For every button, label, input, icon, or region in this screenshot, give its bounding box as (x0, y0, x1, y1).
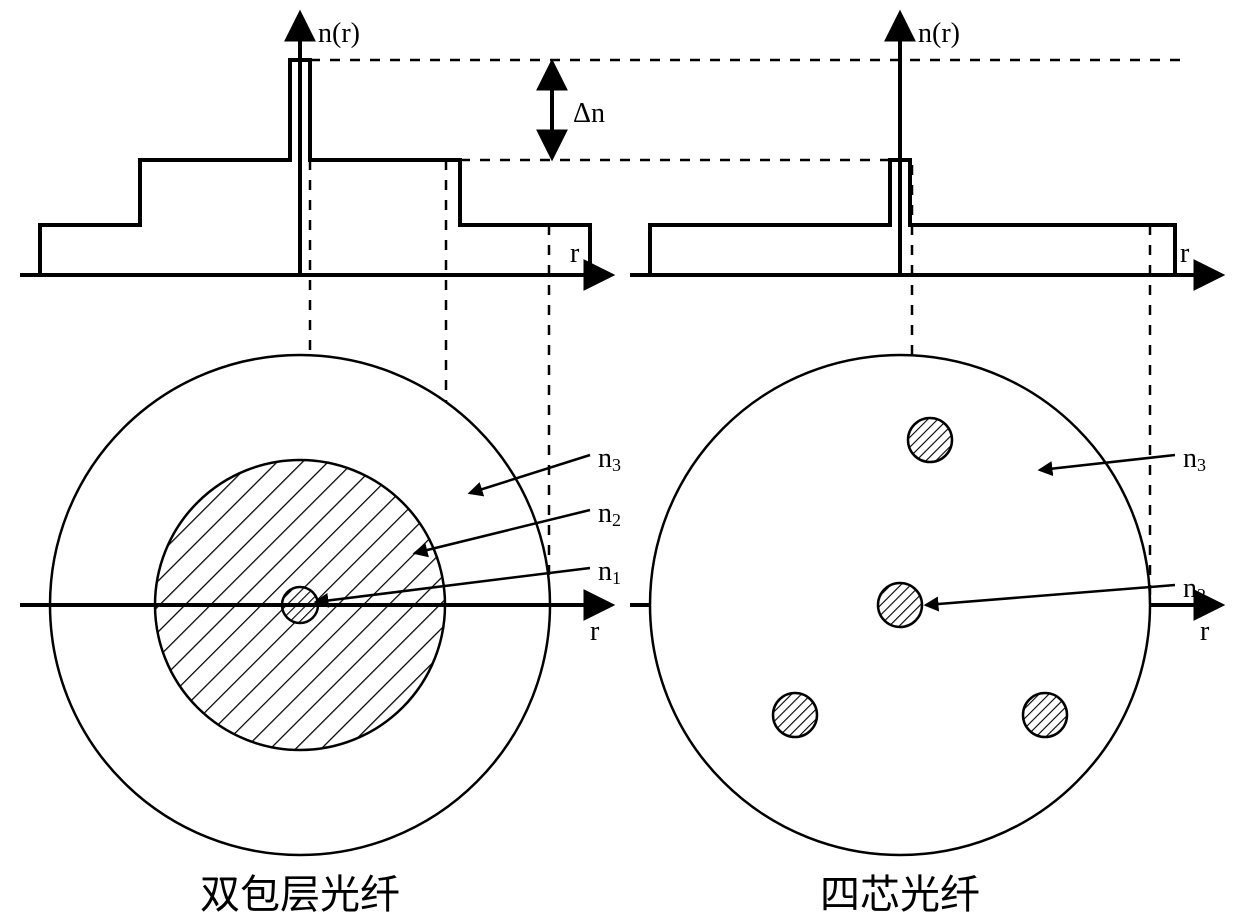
right-core-top (908, 418, 952, 462)
caption-left: 双包层光纤 (0, 862, 600, 920)
right-core-bottom-left (773, 693, 817, 737)
label-n3-right: n3 (1183, 443, 1206, 476)
right-core-center (878, 583, 922, 627)
label-n2-left: n2 (598, 498, 621, 531)
axis-r-label-left-bottom: r (590, 616, 599, 648)
label-n3-left: n3 (598, 443, 621, 476)
axis-r-label-right-bottom: r (1200, 616, 1209, 648)
caption-right: 四芯光纤 (600, 862, 1200, 920)
label-n2-right: n2 (1183, 573, 1206, 606)
right-core-bottom-right (1023, 693, 1067, 737)
label-n1-left: n1 (598, 556, 621, 589)
